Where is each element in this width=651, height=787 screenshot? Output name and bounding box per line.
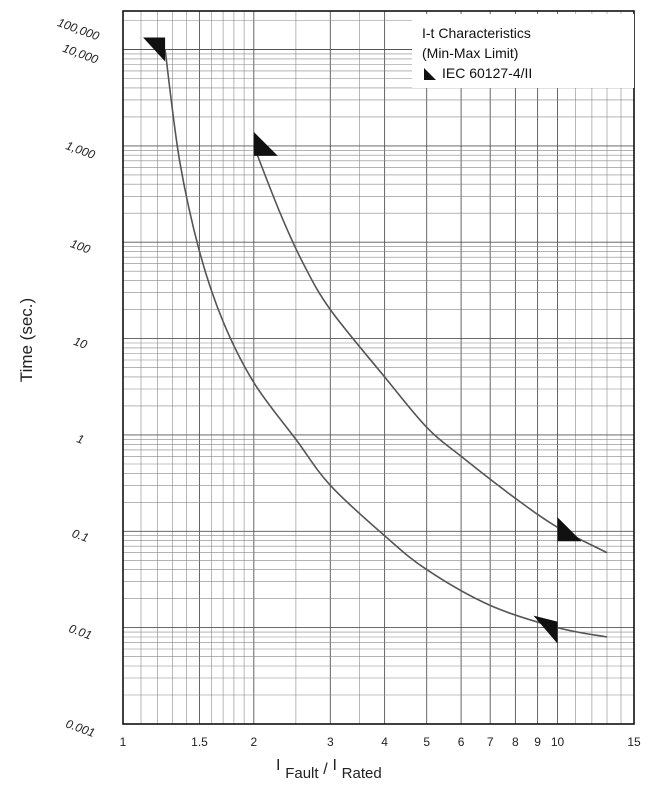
x-tick-label: 2 [250,735,257,749]
x-axis-label: I Fault / I Rated [276,755,382,782]
plot-frame [122,10,635,725]
y-tick-label: 1 [75,431,86,446]
limit-marker [557,517,582,542]
x-tick-label: 3 [327,735,334,749]
x-tick-label: 5 [423,735,430,749]
svg-text:I Fault / I: I Fault / I Rated [276,755,382,782]
x-tick-label: 6 [458,735,465,749]
legend: I-t Characteristics (Min-Max Limit) IEC … [412,14,634,88]
limit-marker [533,615,558,644]
x-tick-labels: 1 1.5 2 3 4 5 6 7 8 9 10 15 [120,735,641,749]
x-tick-label: 15 [627,735,641,749]
min-limit-curve [164,49,608,638]
curves [164,49,608,638]
x-label-sep: / [323,761,328,778]
x-tick-label: 8 [512,735,519,749]
y-tick-label: 10 [72,334,90,352]
chart-subtitle: (Min-Max Limit) [422,45,518,61]
x-tick-label: 4 [381,735,388,749]
chart-title: I-t Characteristics [422,25,531,41]
x-tick-label: 1.5 [191,735,208,749]
y-axis-label: Time (sec.) [17,298,36,382]
y-tick-label: 0.1 [70,526,90,545]
max-limit-curve [253,145,608,554]
legend-marker-label: IEC 60127-4/II [442,65,532,81]
x-tick-label: 7 [487,735,494,749]
x-tick-label: 10 [551,735,565,749]
legend-marker-icon [424,68,436,80]
limit-marker [143,37,166,62]
x-tick-label: 9 [534,735,541,749]
x-tick-label: 1 [120,735,127,749]
x-label-sub-left: Fault [285,765,319,782]
x-label-sub-right: Rated [342,765,382,782]
limit-markers [143,37,582,644]
x-label-main-right: I [332,757,336,774]
x-label-main-left: I [276,757,280,774]
y-tick-label: 100 [69,236,93,256]
grid [122,11,635,725]
limit-marker [253,131,278,156]
